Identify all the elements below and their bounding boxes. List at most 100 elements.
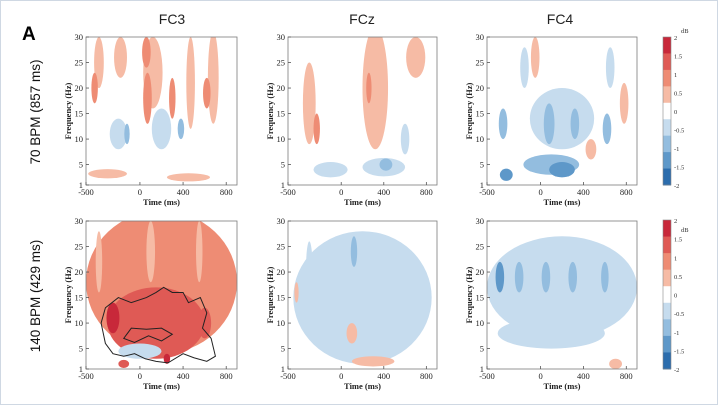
heatmap-area (288, 221, 437, 369)
power-blob (520, 47, 529, 89)
x-tick-label: 400 (177, 187, 190, 197)
colorbar-outline (662, 219, 672, 370)
axes-box (85, 36, 238, 186)
power-blob (497, 317, 605, 349)
y-tick-label: 5 (281, 344, 285, 354)
panel-letter: A (22, 24, 36, 45)
power-blob (351, 356, 395, 367)
power-blob (495, 261, 505, 293)
power-blob (499, 168, 513, 181)
x-tick-label: -500 (78, 187, 94, 197)
colorbar-swatch (663, 86, 671, 104)
y-tick-label: 10 (476, 134, 485, 144)
y-tick-label: 10 (476, 318, 485, 328)
power-blob (203, 77, 211, 109)
x-tick-label: 0 (339, 371, 343, 381)
colorbar-swatch (663, 135, 671, 153)
y-tick-label: 25 (75, 242, 84, 252)
heatmap-area (86, 221, 237, 369)
y-tick-label: 5 (480, 344, 484, 354)
power-blob (124, 123, 130, 145)
y-tick-label: 25 (476, 242, 485, 252)
power-blob (198, 307, 212, 339)
power-blob (541, 261, 551, 293)
x-tick-label: 400 (377, 187, 390, 197)
colorbar-tick-label: -1 (674, 146, 679, 153)
colorbar-tick-label: 1.5 (674, 54, 682, 61)
colorbar-swatch (663, 302, 671, 320)
colorbar-swatch (663, 220, 671, 238)
power-blob (601, 261, 609, 293)
colorbar-swatch (663, 286, 671, 304)
heatmap-area (487, 221, 637, 369)
y-tick-label: 25 (75, 58, 84, 68)
y-tick-label: 1 (79, 180, 83, 190)
axes-box (287, 36, 438, 186)
x-tick-label: -500 (280, 371, 296, 381)
y-tick-label: 30 (277, 216, 286, 226)
y-tick-label: 25 (277, 58, 286, 68)
y-tick-label: 20 (476, 267, 485, 277)
x-tick-label: -500 (479, 371, 495, 381)
colorbar-swatch (663, 253, 671, 271)
colorbar-swatch (663, 69, 671, 87)
y-tick-label: 5 (79, 344, 83, 354)
colorbar-2: 2 1.5 1 0.5 0 -0.5 -1 -1.5 -2 dB (662, 218, 689, 374)
power-blob (166, 173, 211, 182)
column-title-fc4: FC4 (547, 11, 574, 27)
power-blob (609, 358, 622, 369)
y-tick-label: 30 (75, 32, 84, 42)
y-tick-label: 15 (75, 293, 84, 303)
power-blob (151, 108, 172, 150)
power-blob (498, 108, 508, 140)
colorbar-tick-label: -0.5 (674, 311, 684, 318)
y-tick-label: 20 (277, 267, 286, 277)
colorbar-swatch (663, 37, 671, 54)
power-blob (169, 77, 176, 119)
colorbar-tick-label: -0.5 (674, 128, 684, 135)
power-blob (196, 221, 203, 283)
y-tick-label: 20 (75, 83, 84, 93)
power-blob (146, 221, 156, 283)
y-tick-label: 15 (476, 293, 485, 303)
colorbar-tick-label: -2 (674, 367, 679, 374)
y-tick-label: 1 (281, 180, 285, 190)
colorbar-1: 2 1.5 1 0.5 0 -0.5 -1 -1.5 -2 dB (662, 28, 689, 190)
colorbar-tick-label: 2 (674, 35, 677, 42)
y-tick-label: 15 (476, 109, 485, 119)
y-tick-label: 1 (480, 180, 484, 190)
x-tick-label: 800 (220, 187, 233, 197)
axes-box (287, 220, 438, 370)
power-blob (524, 353, 621, 369)
x-tick-label: 800 (620, 371, 633, 381)
x-tick-label: -500 (78, 371, 94, 381)
power-blob (570, 108, 580, 140)
y-tick-label: 5 (480, 160, 484, 170)
power-blob (568, 261, 577, 293)
x-tick-label: 800 (620, 187, 633, 197)
y-tick-label: 15 (277, 109, 286, 119)
power-blob (530, 37, 540, 78)
colorbar-tick-label: 0.5 (674, 91, 682, 98)
y-tick-label: 10 (75, 318, 84, 328)
y-tick-label: 1 (79, 364, 83, 374)
y-tick-label: 30 (476, 32, 485, 42)
y-axis-label: Frequency (Hz) (63, 266, 73, 323)
power-blob (293, 231, 432, 364)
y-axis-label: Frequency (Hz) (265, 82, 275, 139)
power-blob (142, 37, 151, 68)
x-axis-label: Time (ms) (544, 197, 581, 207)
y-tick-label: 30 (277, 32, 286, 42)
x-tick-label: 0 (538, 371, 542, 381)
power-blob (529, 88, 595, 150)
power-blob (171, 302, 185, 334)
x-tick-label: 0 (339, 187, 343, 197)
power-blob (88, 169, 127, 179)
colorbar-tick-label: 1.5 (674, 237, 682, 244)
x-tick-label: 0 (538, 187, 542, 197)
power-blob (619, 82, 629, 124)
